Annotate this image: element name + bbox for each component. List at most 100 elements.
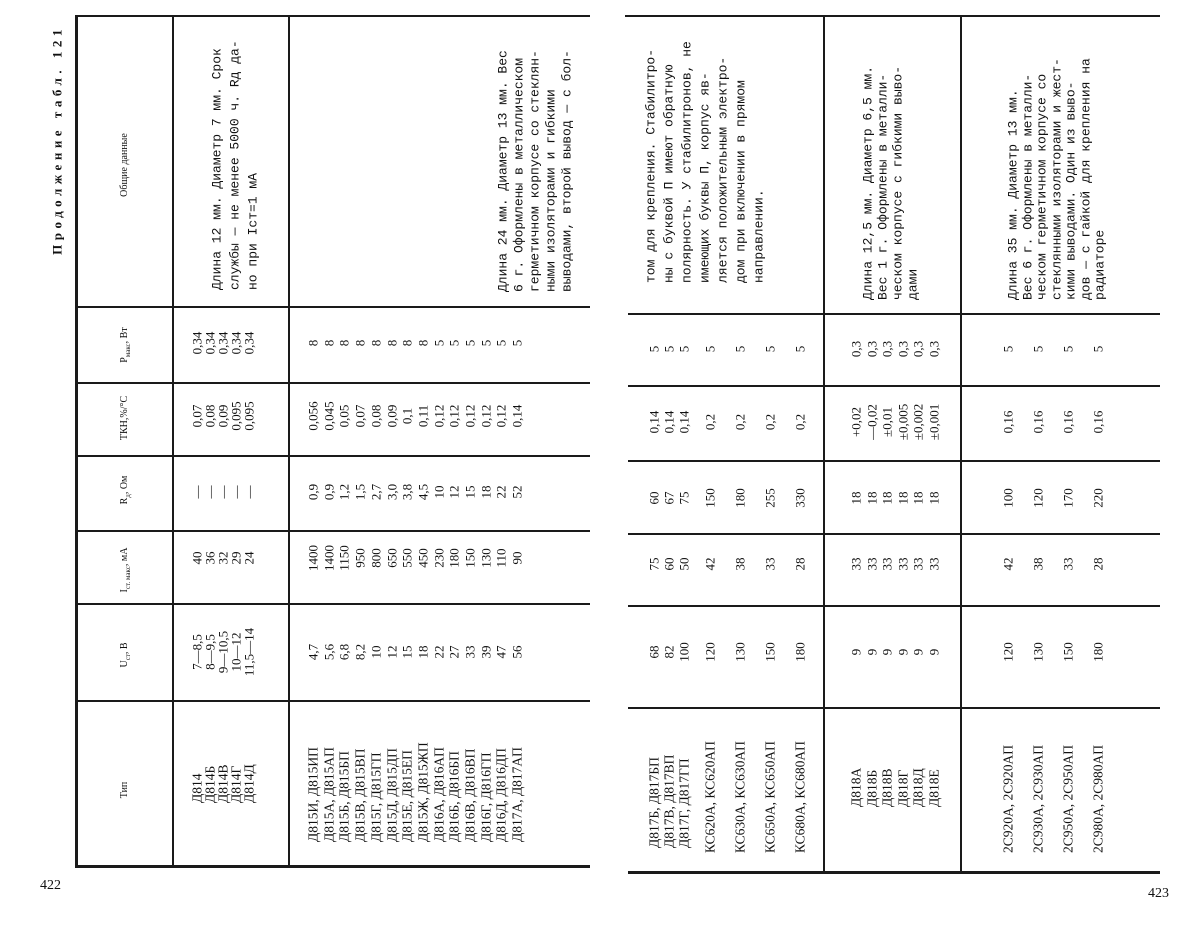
column-header: Общие данные [120,133,132,197]
r-cell: 220 [1092,488,1105,508]
tkn-cell: 0,14 [663,411,676,434]
u-cell: 22 [432,646,445,659]
p-cell: 5 [1002,346,1015,353]
p-cell: 5 [495,340,508,347]
column-header-unit: , Вт [119,327,130,343]
type-cell: Д816Г, Д816ГП [479,752,493,842]
r-cell: 52 [511,486,524,499]
general-data-line: Длина 12 мм. Диаметр 7 мм. Срок [211,48,224,290]
type-cell: Д815Ж, Д815ЖП [416,742,430,842]
r-cell: 18 [881,492,894,505]
r-cell: 170 [1062,488,1075,508]
type-cell: Д815И, Д815ИП [306,747,320,842]
r-cell: 18 [912,492,925,505]
table-edge [75,15,78,867]
i-cell: 33 [764,558,777,571]
r-cell: 180 [734,488,747,508]
tkn-cell: 0,2 [764,414,777,430]
p-cell: 5 [1032,346,1045,353]
general-data-line: ческом корпусе с гибкими выво- [892,66,905,300]
r-cell: 18 [865,492,878,505]
column-header-unit: , мА [119,548,130,567]
tkn-cell: 0,16 [1092,411,1105,434]
i-cell: 28 [1092,558,1105,571]
u-cell: 150 [1062,642,1075,662]
p-cell: 5 [704,346,717,353]
i-cell: 42 [704,558,717,571]
type-cell: Д815Е, Д815ЕП [400,750,414,842]
i-cell: 110 [495,548,508,567]
i-cell: 33 [881,558,894,571]
column-header: Uст, В [120,642,132,667]
tkn-cell: 0,12 [479,405,492,428]
p-cell: 0,34 [243,332,256,355]
general-data-line: имеющих буквы П, корпус яв- [699,72,712,283]
i-cell: 180 [448,548,461,568]
r-cell: 60 [648,492,661,505]
p-cell: 5 [511,340,524,347]
u-cell: 4,7 [307,644,320,660]
p-cell: 8 [307,340,320,347]
type-cell: 2С920А, 2С920АП [1001,745,1015,853]
band-rule [75,700,590,702]
i-cell: 28 [794,558,807,571]
u-cell: 9 [912,649,925,656]
column-header-main: P [119,357,130,363]
tkn-cell: 0,2 [704,414,717,430]
tkn-cell: 0,11 [416,405,429,427]
tkn-cell: ±0,005 [896,404,909,440]
i-cell: 950 [354,548,367,568]
p-cell: 5 [678,346,691,353]
column-header-subscript: макс [124,343,132,357]
r-cell: — [243,486,256,499]
u-cell: 9 [881,649,894,656]
u-cell: 11,5—14 [243,628,256,676]
tkn-cell: 0,2 [734,414,747,430]
band-rule [75,603,590,605]
type-cell: Д815А, Д815АП [322,747,336,842]
tkn-cell: 0,07 [354,405,367,428]
type-cell: Д817Б, Д817БП [647,757,661,848]
type-cell: Д818Д [911,768,925,807]
p-cell: 8 [354,340,367,347]
type-cell: Д817Г, Д817ГП [677,758,691,848]
column-header: Тип [120,782,132,799]
u-cell: 68 [648,646,661,659]
i-cell: 90 [511,552,524,565]
band-rule [628,385,1160,387]
i-cell: 1400 [322,545,335,571]
general-data-line: стеклянными изоляторами и жест- [1050,58,1063,300]
r-cell: 3,8 [401,484,414,500]
p-cell: 0,3 [927,341,940,357]
general-data-line: Вес 6 г. Оформлены в металли- [1021,74,1034,300]
tkn-cell: 0,12 [464,405,477,428]
i-cell: 50 [678,558,691,571]
r-cell: 75 [678,492,691,505]
type-cell: 2С980А, 2С980АП [1091,745,1105,853]
u-cell: 130 [1032,642,1045,662]
r-cell: 330 [794,488,807,508]
column-header-main: U [119,660,130,667]
r-cell: 3,0 [385,484,398,500]
i-cell: 33 [927,558,940,571]
p-cell: 5 [794,346,807,353]
tkn-cell: +0,02 [850,407,863,437]
type-cell: Д815Г, Д815ГП [369,752,383,842]
r-cell: 4,5 [416,484,429,500]
tkn-cell: 0,12 [432,405,445,428]
general-data-line: Длина 24 мм. Диаметр 13 мм. Вес [497,50,510,292]
type-cell: Д816В, Д816ВП [463,749,477,842]
i-cell: 130 [479,548,492,568]
p-cell: 5 [663,346,676,353]
u-cell: 9 [927,649,940,656]
tkn-cell: 0,16 [1002,411,1015,434]
column-header-main: ТКН, [119,418,130,441]
general-data-line: том для крепления. Стабилитро- [645,49,658,283]
page-number-left: 422 [40,878,61,894]
r-cell: 22 [495,486,508,499]
u-cell: 180 [1092,642,1105,662]
tkn-cell: 0,1 [401,408,414,424]
u-cell: 47 [495,646,508,659]
u-cell: 18 [416,646,429,659]
general-data-line: Длина 12,5 мм. Диаметр 6,5 мм. [862,66,875,300]
